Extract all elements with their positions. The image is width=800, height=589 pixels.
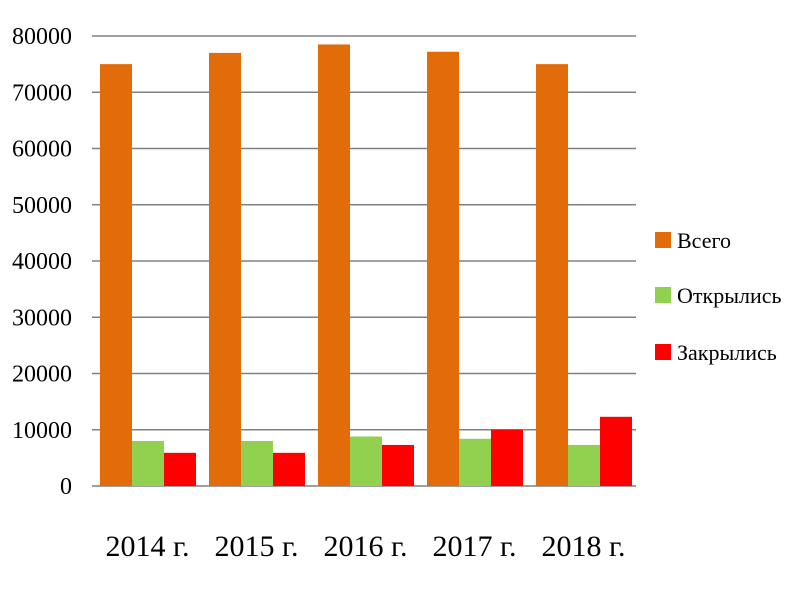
y-tick-label: 30000: [12, 305, 72, 331]
bar-1-3: [318, 44, 350, 486]
legend-label: Закрылись: [677, 340, 777, 365]
x-tick-label: 2017 г.: [433, 530, 517, 563]
bar-2-5: [568, 444, 600, 486]
bar-1-4: [427, 51, 459, 486]
x-tick-label: 2016 г.: [324, 530, 408, 563]
x-tick-label: 2018 г.: [542, 530, 626, 563]
y-tick-label: 50000: [12, 193, 72, 219]
bar-2-4: [459, 438, 491, 486]
bar-2-3: [350, 436, 382, 486]
y-tick-label: 10000: [12, 418, 72, 444]
grid-layer: [92, 35, 636, 487]
x-axis-ticks: 2014 г. 2015 г. 2016 г. 2017 г. 2018 г.: [106, 530, 626, 563]
y-axis-ticks: 0 10000 20000 30000 40000 50000 60000 70000 8000…: [12, 24, 72, 500]
legend-swatch: [655, 287, 671, 303]
bar-1-1: [100, 64, 132, 486]
y-tick-label: 0: [60, 474, 72, 500]
legend-swatch: [655, 232, 671, 248]
x-tick-label: 2015 г.: [215, 530, 299, 563]
bars: [100, 44, 632, 486]
y-tick-label: 60000: [12, 137, 72, 163]
bar-2-1: [132, 441, 164, 486]
bar-1-2: [209, 52, 241, 486]
x-tick-label: 2014 г.: [106, 530, 190, 563]
bar-3-1: [164, 452, 196, 486]
bar-3-2: [273, 452, 305, 486]
bar-2-2: [241, 441, 273, 486]
bar-1-5: [536, 64, 568, 486]
y-tick-label: 80000: [12, 24, 72, 50]
bar-3-5: [600, 416, 632, 486]
y-tick-label: 70000: [12, 80, 72, 106]
y-tick-label: 20000: [12, 362, 72, 388]
y-tick-label: 40000: [12, 249, 72, 275]
legend: Всего Открылись Закрылись: [655, 228, 782, 365]
legend-label: Всего: [677, 228, 731, 253]
legend-swatch: [655, 344, 671, 360]
bar-3-3: [382, 444, 414, 486]
bar-3-4: [491, 429, 523, 486]
legend-label: Открылись: [677, 283, 782, 308]
